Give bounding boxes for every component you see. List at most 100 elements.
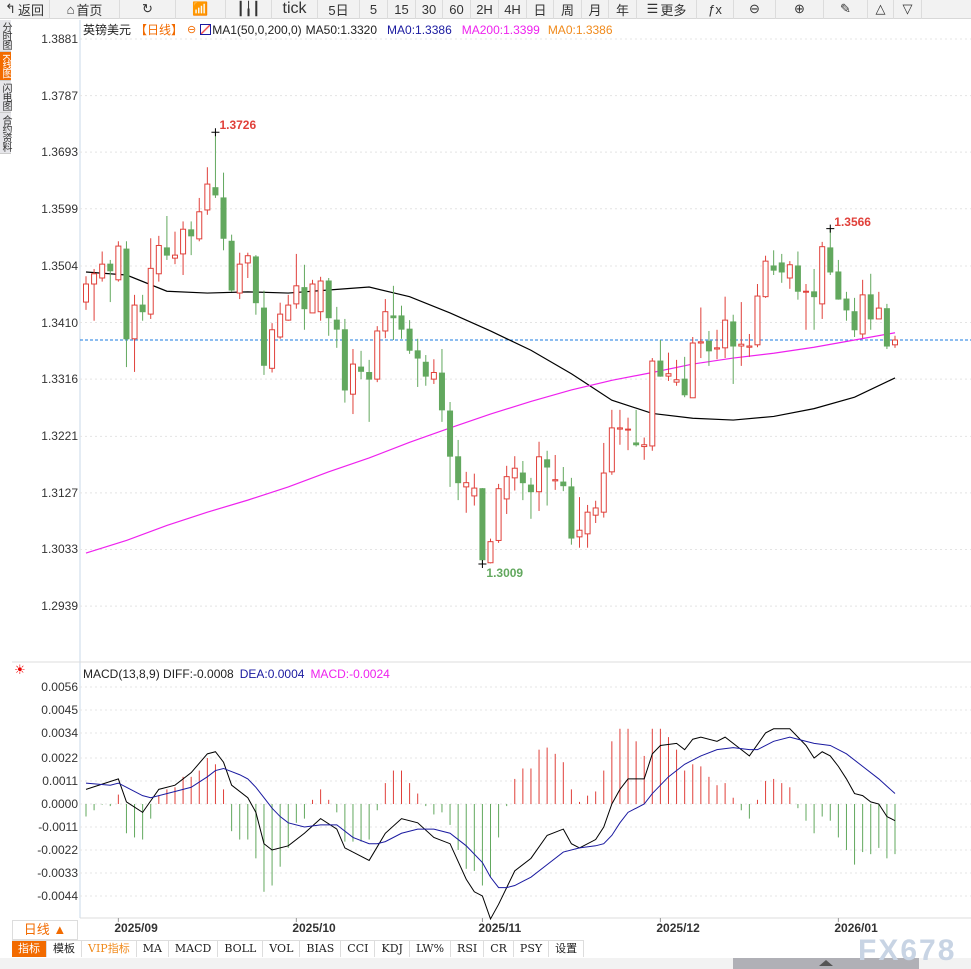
- candle-body: [390, 315, 397, 319]
- candle-body: [851, 311, 858, 331]
- side-tab-2[interactable]: 闪电图: [0, 81, 11, 113]
- indicator-tab-5[interactable]: BOLL: [218, 940, 264, 957]
- toolbar-button-16[interactable]: 年: [609, 0, 637, 19]
- toolbar-button-12[interactable]: 4H: [499, 0, 527, 19]
- candle: [406, 320, 413, 354]
- candle-body: [277, 313, 284, 338]
- candle: [414, 338, 421, 387]
- toolbar-button-fx[interactable]: ƒx: [697, 0, 734, 19]
- toolbar-button-17[interactable]: ☰ 更多: [637, 0, 697, 19]
- toolbar-button-chart[interactable]: 📶: [176, 0, 226, 19]
- candle-body: [204, 183, 211, 211]
- candle: [657, 340, 664, 377]
- candle: [665, 352, 672, 381]
- toolbar-button-9[interactable]: 30: [416, 0, 443, 19]
- toolbar-button-zoom-out[interactable]: ⊖: [734, 0, 776, 19]
- toolbar-button-7[interactable]: 5: [360, 0, 388, 19]
- indicator-tab-1[interactable]: 模板: [47, 940, 82, 957]
- indicator-tab-11[interactable]: RSI: [451, 940, 485, 957]
- period-selector[interactable]: 日线 ▲: [12, 920, 78, 940]
- toolbar-button-triangle-down[interactable]: ▽: [894, 0, 922, 19]
- candle: [163, 215, 170, 260]
- candle: [811, 268, 818, 330]
- candle: [625, 417, 632, 451]
- toolbar-button-zoom-in[interactable]: ⊕: [776, 0, 824, 19]
- toolbar-button-0[interactable]: ↰ 返回: [0, 0, 50, 19]
- watermark-logo: FX678: [858, 934, 957, 967]
- toolbar-button-15[interactable]: 月: [582, 0, 609, 19]
- candle-body: [430, 372, 437, 380]
- toolbar-button-10[interactable]: 60: [443, 0, 471, 19]
- macd-settings-icon[interactable]: ☀: [14, 662, 26, 677]
- toolbar-label: 首页: [76, 2, 103, 18]
- toolbar-button-5[interactable]: tick: [272, 0, 318, 19]
- toolbar-button-11[interactable]: 2H: [471, 0, 499, 19]
- indicator-tab-0[interactable]: 指标: [12, 940, 47, 957]
- candle-body: [220, 197, 227, 239]
- indicator-tab-9[interactable]: KDJ: [375, 940, 410, 957]
- fx-icon: ƒx: [708, 1, 722, 17]
- toolbar-button-pencil[interactable]: ✎: [824, 0, 868, 19]
- candle-body: [835, 271, 842, 300]
- candle-body: [358, 366, 365, 372]
- candle: [786, 261, 793, 289]
- macd-tick-label: 0.0000: [41, 797, 78, 811]
- toolbar-button-14[interactable]: 周: [554, 0, 582, 19]
- settings-circle-icon[interactable]: ⊖: [187, 24, 197, 36]
- candle: [422, 355, 429, 386]
- candle-body: [236, 263, 243, 294]
- extreme-marker: [211, 128, 220, 137]
- indicator-box-icon[interactable]: [200, 24, 212, 35]
- candle: [382, 299, 389, 339]
- candle-body: [244, 255, 251, 264]
- candle-body: [349, 363, 356, 395]
- candle: [390, 285, 397, 340]
- indicator-tab-7[interactable]: BIAS: [300, 940, 342, 957]
- candle-body: [794, 265, 801, 292]
- candle: [374, 326, 381, 383]
- candle-body: [479, 488, 486, 561]
- indicator-tab-2[interactable]: VIP指标: [82, 940, 137, 957]
- toolbar-button-8[interactable]: 15: [388, 0, 416, 19]
- side-tab-0[interactable]: 分时图: [0, 20, 11, 52]
- indicator-tab-3[interactable]: MA: [136, 940, 169, 957]
- toolbar-button-refresh[interactable]: ↻: [120, 0, 176, 19]
- indicator-tab-12[interactable]: CR: [484, 940, 514, 957]
- candle: [430, 359, 437, 384]
- toolbar-button-6[interactable]: 5日: [318, 0, 360, 19]
- candle-body: [188, 229, 195, 237]
- ma200-value: MA200:1.3399: [461, 22, 540, 37]
- candle-body: [770, 265, 777, 271]
- toolbar-button-candlestick[interactable]: ┃╽┃: [226, 0, 272, 19]
- indicator-tab-6[interactable]: VOL: [263, 940, 301, 957]
- indicator-tabs: 指标 模板 VIP指标 MA MACD BOLL VOL BIAS CCI KDJ LW% RSI CR…: [12, 940, 585, 957]
- side-tab-1[interactable]: K线图: [0, 52, 11, 81]
- candle-body: [414, 350, 421, 359]
- indicator-tab-14[interactable]: 设置: [549, 940, 585, 957]
- candle: [560, 467, 567, 492]
- candle-body: [544, 459, 551, 468]
- scrollbar-thumb[interactable]: [733, 958, 919, 969]
- extreme-price-label: 1.3009: [486, 565, 524, 580]
- candle-body: [107, 263, 114, 272]
- candle-body: [730, 321, 737, 347]
- macd-diff: MACD(13,8,9) DIFF:-0.0008: [83, 667, 234, 681]
- indicator-tab-8[interactable]: CCI: [341, 940, 376, 957]
- toolbar-button-triangle-up[interactable]: △: [868, 0, 894, 19]
- candle-body: [673, 379, 680, 383]
- toolbar-button-13[interactable]: 日: [527, 0, 554, 19]
- toolbar-label: 返回: [17, 2, 44, 18]
- candle: [204, 167, 211, 215]
- indicator-tab-10[interactable]: LW%: [409, 940, 452, 957]
- indicator-tab-13[interactable]: PSY: [513, 940, 550, 957]
- toolbar-button-1[interactable]: ⌂ 首页: [50, 0, 120, 19]
- candle: [260, 290, 267, 375]
- dea-line: [85, 736, 896, 889]
- horizontal-scrollbar[interactable]: [0, 958, 971, 969]
- indicator-tab-4[interactable]: MACD: [168, 940, 219, 957]
- extreme-marker: [478, 559, 487, 568]
- candle: [681, 356, 688, 398]
- x-tick-label: 2025/12: [656, 921, 700, 935]
- side-tab-3[interactable]: 合约资料: [0, 113, 11, 154]
